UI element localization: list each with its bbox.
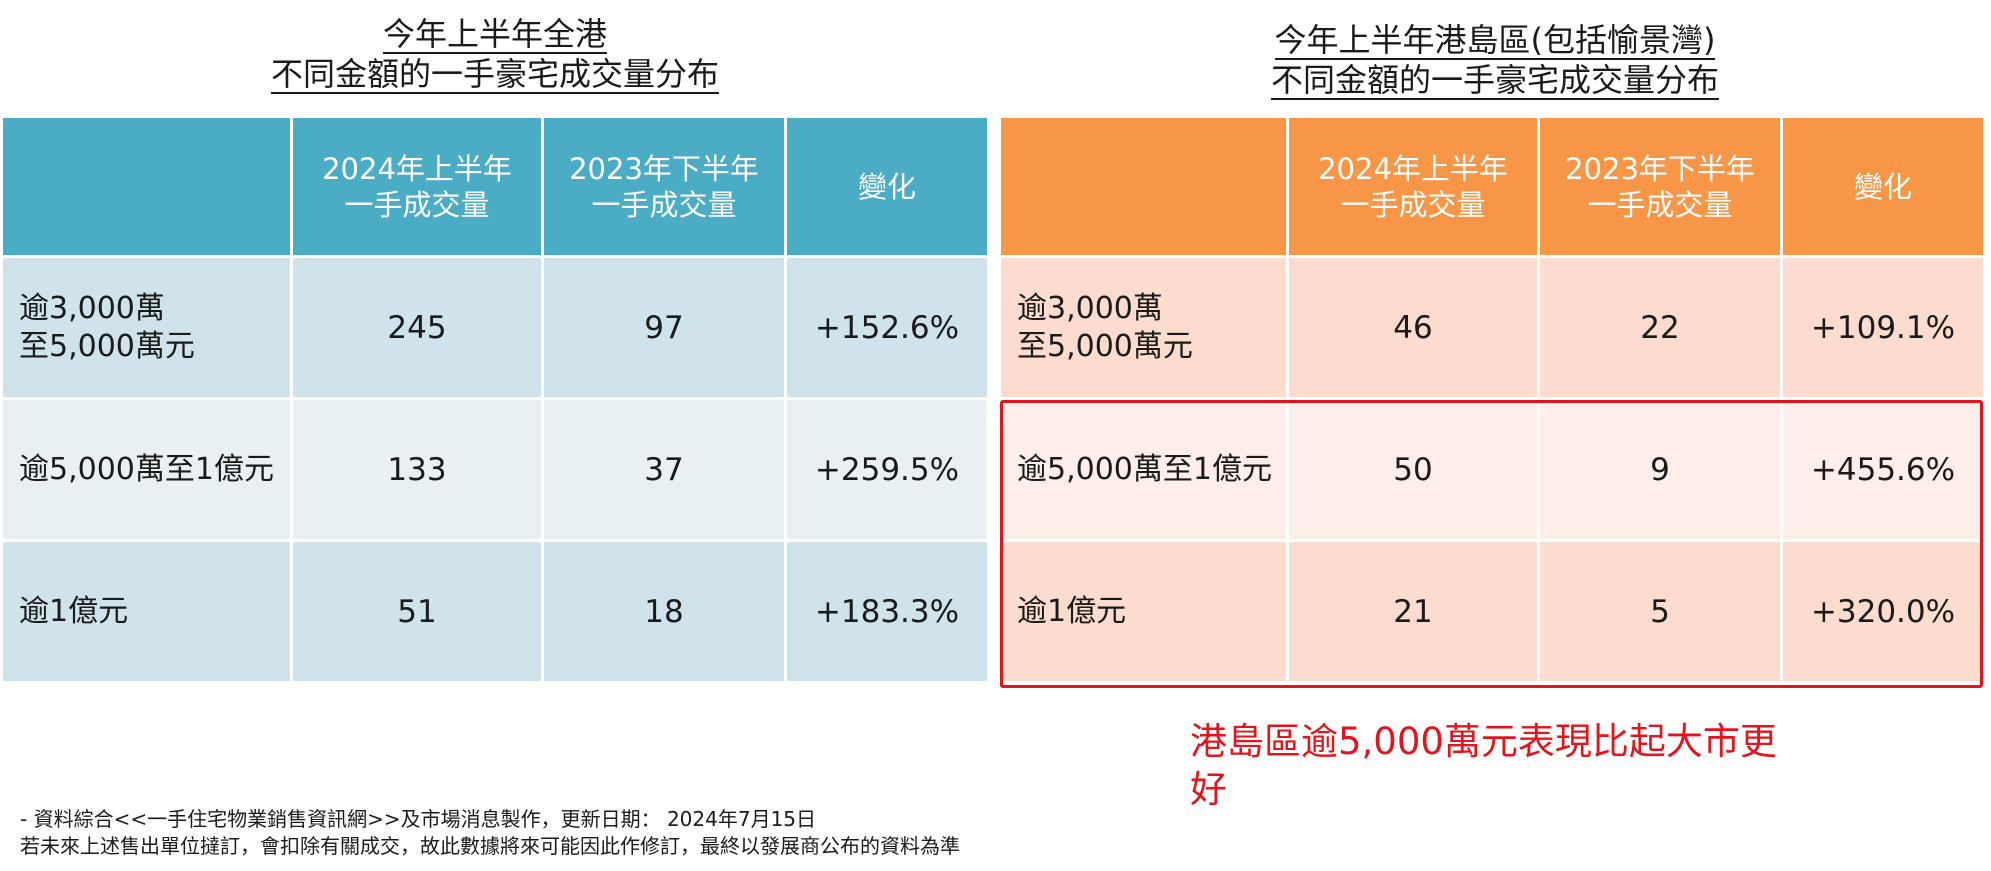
header-line: 變化 (1853, 169, 1912, 204)
header-change: 變化 (1780, 115, 1986, 258)
header-line: 一手成交量 (1587, 187, 1733, 222)
cell-h2-2023: 37 (541, 397, 787, 542)
left-title-line-1: 今年上半年全港 (382, 15, 607, 54)
cell-h2-2023: 22 (1537, 255, 1783, 400)
cell-h2-2023: 18 (541, 539, 787, 684)
header-line: 2023年下半年 (1565, 151, 1755, 186)
row-label: 逾1億元 (998, 539, 1289, 684)
footnote-line-2: 若未來上述售出單位撻訂，會扣除有關成交，故此數據將來可能因此作修訂，最終以發展商… (20, 834, 960, 858)
header-line: 一手成交量 (344, 187, 490, 222)
footnote: - 資料綜合<<一手住宅物業銷售資訊網>>及市場消息製作，更新日期： 2024年… (20, 806, 960, 860)
cell-change: +320.0% (1780, 539, 1986, 684)
row-label-line: 逾5,000萬至1億元 (19, 451, 274, 487)
cell-h1-2024: 46 (1286, 255, 1540, 400)
cell-change: +183.3% (784, 539, 990, 684)
cell-change: +455.6% (1780, 397, 1986, 542)
header-category (0, 115, 293, 258)
row-label-line: 逾3,000萬 (19, 290, 165, 326)
row-label: 逾3,000萬 至5,000萬元 (998, 255, 1289, 400)
table-row: 逾1億元 51 18 +183.3% (0, 539, 990, 684)
cell-change: +109.1% (1780, 255, 1986, 400)
row-label-line: 至5,000萬元 (1017, 328, 1193, 364)
header-h2-2023: 2023年下半年 一手成交量 (541, 115, 787, 258)
cell-h2-2023: 9 (1537, 397, 1783, 542)
header-line: 2023年下半年 (569, 151, 759, 186)
right-title-line-1: 今年上半年港島區(包括愉景灣) (1274, 21, 1716, 60)
footnote-line-1: - 資料綜合<<一手住宅物業銷售資訊網>>及市場消息製作，更新日期： 2024年… (20, 807, 817, 831)
header-category (998, 115, 1289, 258)
header-change: 變化 (784, 115, 990, 258)
row-label-line: 逾3,000萬 (1017, 290, 1163, 326)
cell-h1-2024: 245 (290, 255, 544, 400)
hk-island-distribution-table: 2024年上半年 一手成交量 2023年下半年 一手成交量 變化 逾3,000萬… (998, 115, 1986, 684)
right-table-title: 今年上半年港島區(包括愉景灣) 不同金額的一手豪宅成交量分布 (1190, 20, 1800, 100)
left-table-title: 今年上半年全港 不同金額的一手豪宅成交量分布 (200, 14, 790, 94)
row-label-line: 逾5,000萬至1億元 (1017, 451, 1272, 487)
left-title-line-2: 不同金額的一手豪宅成交量分布 (270, 55, 719, 94)
cell-h1-2024: 133 (290, 397, 544, 542)
cell-change: +259.5% (784, 397, 990, 542)
row-label-line: 逾1億元 (19, 593, 129, 629)
header-line: 變化 (857, 169, 916, 204)
header-h1-2024: 2024年上半年 一手成交量 (290, 115, 544, 258)
row-label: 逾5,000萬至1億元 (998, 397, 1289, 542)
table-header-row: 2024年上半年 一手成交量 2023年下半年 一手成交量 變化 (0, 115, 990, 258)
cell-h2-2023: 5 (1537, 539, 1783, 684)
cell-h1-2024: 50 (1286, 397, 1540, 542)
row-label-line: 逾1億元 (1017, 593, 1127, 629)
table-row: 逾1億元 21 5 +320.0% (998, 539, 1986, 684)
row-label: 逾1億元 (0, 539, 293, 684)
cell-change: +152.6% (784, 255, 990, 400)
table-row: 逾3,000萬 至5,000萬元 46 22 +109.1% (998, 255, 1986, 400)
cell-h1-2024: 51 (290, 539, 544, 684)
row-label: 逾5,000萬至1億元 (0, 397, 293, 542)
table-header-row: 2024年上半年 一手成交量 2023年下半年 一手成交量 變化 (998, 115, 1986, 258)
row-label: 逾3,000萬 至5,000萬元 (0, 255, 293, 400)
right-title-line-2: 不同金額的一手豪宅成交量分布 (1270, 61, 1719, 100)
table-row: 逾5,000萬至1億元 133 37 +259.5% (0, 397, 990, 542)
header-h1-2024: 2024年上半年 一手成交量 (1286, 115, 1540, 258)
cell-h2-2023: 97 (541, 255, 787, 400)
header-line: 一手成交量 (1340, 187, 1486, 222)
header-line: 一手成交量 (591, 187, 737, 222)
table-row: 逾3,000萬 至5,000萬元 245 97 +152.6% (0, 255, 990, 400)
table-row: 逾5,000萬至1億元 50 9 +455.6% (998, 397, 1986, 542)
callout-text: 港島區逾5,000萬元表現比起大市更好 (1190, 720, 1777, 811)
hk-wide-distribution-table: 2024年上半年 一手成交量 2023年下半年 一手成交量 變化 逾3,000萬… (0, 115, 990, 684)
header-h2-2023: 2023年下半年 一手成交量 (1537, 115, 1783, 258)
header-line: 2024年上半年 (1318, 151, 1508, 186)
row-label-line: 至5,000萬元 (19, 328, 195, 364)
cell-h1-2024: 21 (1286, 539, 1540, 684)
header-line: 2024年上半年 (322, 151, 512, 186)
